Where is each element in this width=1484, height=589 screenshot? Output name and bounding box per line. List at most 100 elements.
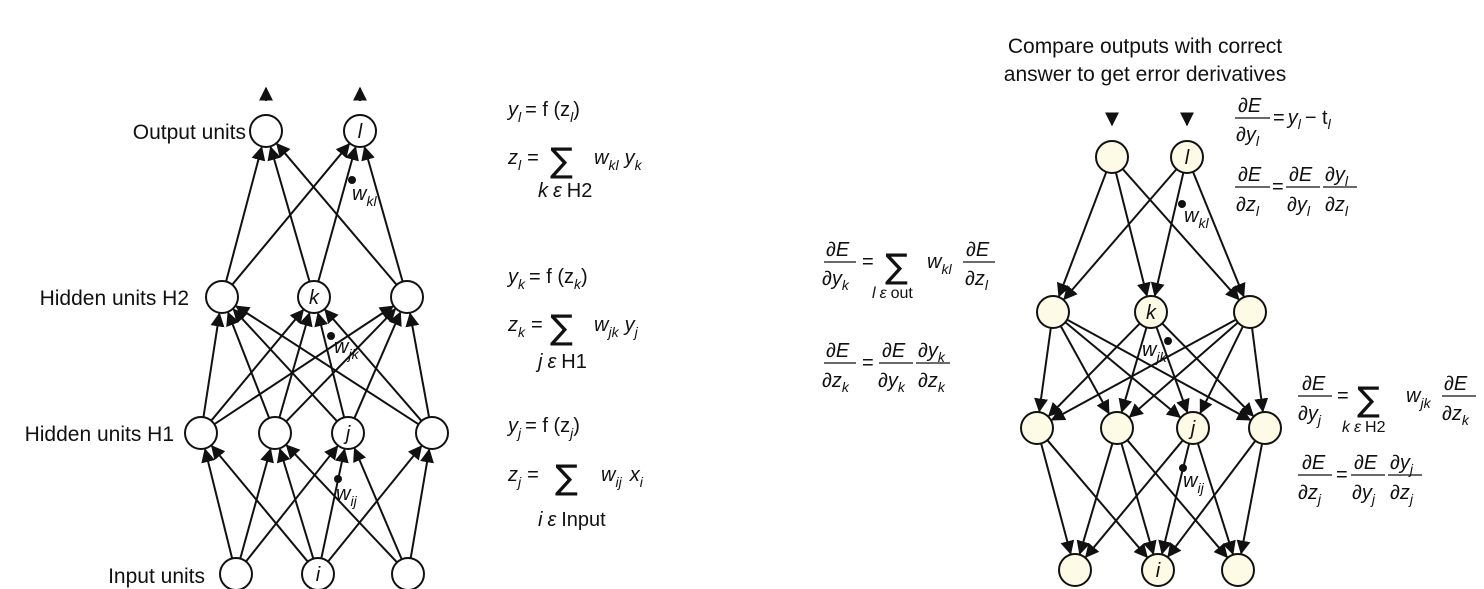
- svg-text:zj=: zj =: [507, 464, 539, 490]
- edge-output-to-h2: [1192, 171, 1246, 298]
- svg-text:∂yk: ∂yk: [878, 370, 906, 395]
- weight-dot-wjk: [327, 332, 335, 340]
- input-node: [391, 557, 425, 589]
- edge-input-to-h1: [285, 444, 398, 564]
- svg-text:∂zl: ∂zl: [1236, 194, 1260, 219]
- edge-h1-to-input: [1196, 442, 1236, 556]
- weight-label-wkl-right: wkl: [1184, 205, 1209, 231]
- svg-text:yk= f (zk): yk = f (zk): [506, 266, 588, 292]
- svg-text:∂yk: ∂yk: [918, 340, 946, 365]
- edge-h1-to-input: [1236, 443, 1263, 555]
- svg-text:wkl: wkl: [927, 251, 952, 277]
- edge-input-to-h1: [245, 445, 339, 563]
- equation-dE-dyl: ∂E ∂yl = yl − tl: [1235, 95, 1332, 149]
- h2-node: [1233, 295, 1267, 329]
- svg-text:l: l: [358, 121, 363, 143]
- left-nodes: l k j i: [184, 114, 449, 589]
- svg-text:wjk: wjk: [1406, 385, 1432, 411]
- svg-text:wjk: wjk: [334, 336, 360, 362]
- svg-text:∂zj: ∂zj: [1298, 482, 1322, 507]
- edge-h2-to-output: [225, 146, 266, 282]
- svg-text:∂E: ∂E: [1444, 373, 1468, 395]
- edge-input-to-h1: [239, 448, 274, 559]
- h2-node: [1036, 295, 1070, 329]
- edge-h1-to-h2: [235, 305, 420, 426]
- edge-h1-to-h2: [202, 312, 225, 418]
- edge-input-to-h1: [210, 445, 309, 563]
- equation-dE-dzl: ∂E ∂zl = ∂E ∂yl ∂yl ∂zl: [1235, 164, 1357, 219]
- svg-text:∂E: ∂E: [966, 239, 990, 261]
- h2-node: [205, 280, 239, 314]
- edge-h1-to-input: [1158, 443, 1191, 555]
- svg-text:∂zl: ∂zl: [1325, 194, 1349, 219]
- equation-dE-dzj: ∂E ∂zj = ∂E ∂yj ∂yj ∂zj: [1298, 452, 1422, 507]
- svg-text:wij: wij: [336, 483, 358, 509]
- h1-node: [415, 416, 449, 450]
- output-node: l: [343, 114, 377, 148]
- svg-text:∂yj: ∂yj: [1390, 452, 1414, 477]
- h1-node: [184, 416, 218, 450]
- edge-h1-to-h2: [226, 311, 271, 419]
- compare-caption-line2: answer to get error derivatives: [1004, 63, 1286, 86]
- svg-text:wkl: wkl: [352, 183, 377, 209]
- svg-text:∂E: ∂E: [826, 239, 850, 261]
- equation-dE-dyk: ∂E ∂yk = ∑ wkl ∂E ∂zl l ε out: [822, 239, 995, 302]
- weight-label-wij-left: wij: [336, 483, 358, 509]
- edge-output-to-h2: [1056, 171, 1108, 298]
- svg-text:∂E: ∂E: [1289, 164, 1313, 186]
- svg-text:∂E: ∂E: [1302, 373, 1326, 395]
- svg-text:yl= f (zl): yl = f (zl): [506, 99, 580, 125]
- weight-dot-wkl: [1178, 200, 1186, 208]
- svg-text:=: =: [862, 352, 874, 374]
- edge-input-to-h1: [276, 447, 315, 559]
- svg-text:∑: ∑: [555, 458, 578, 498]
- svg-text:∂zk: ∂zk: [822, 370, 850, 395]
- svg-text:∂zj: ∂zj: [1390, 482, 1414, 507]
- edge-input-to-h1: [201, 448, 234, 559]
- hidden-units-h2-label: Hidden units H2: [40, 287, 189, 310]
- svg-text:∂E: ∂E: [1354, 452, 1378, 474]
- edge-h2-to-h1: [1050, 318, 1237, 421]
- edge-h2-to-output: [361, 146, 404, 282]
- edge-h1-to-input: [1167, 440, 1257, 558]
- svg-text:=: =: [1272, 176, 1284, 198]
- svg-text:∂yl: ∂yl: [1325, 164, 1349, 189]
- weight-label-wjk-left: wjk: [334, 336, 360, 362]
- edge-h1-to-h2: [314, 312, 346, 418]
- edge-h1-to-input: [1084, 439, 1184, 559]
- input-node: [1058, 553, 1092, 587]
- input-node: i: [301, 557, 335, 589]
- edge-h2-to-output: [267, 145, 311, 282]
- input-node: [1221, 553, 1255, 587]
- edge-h1-to-input: [1040, 443, 1075, 555]
- svg-text:zk=: zk =: [507, 314, 543, 340]
- svg-text:j: j: [343, 423, 351, 445]
- edge-h2-to-h1: [1034, 327, 1052, 413]
- weight-dot-wij: [1179, 464, 1187, 472]
- weight-dot-wij: [334, 475, 342, 483]
- svg-text:∂E: ∂E: [1302, 452, 1326, 474]
- svg-text:∂yj: ∂yj: [1298, 403, 1322, 428]
- edge-output-to-h2: [1121, 168, 1240, 301]
- edge-input-to-h1: [409, 448, 434, 559]
- svg-text:k: k: [1146, 302, 1157, 324]
- svg-text:wjk: wjk: [1142, 339, 1168, 365]
- h1-node: j: [331, 416, 365, 450]
- edge-output-to-h2: [1114, 172, 1151, 297]
- right-nodes: l k j i: [1020, 140, 1282, 587]
- input-node: [219, 557, 253, 589]
- edge-h1-to-h2: [210, 308, 305, 422]
- equation-h2-forward: yk = f (zk) zk = ∑ wjk yj j ε H1: [506, 266, 639, 373]
- svg-text:∂yj: ∂yj: [1352, 482, 1376, 507]
- compare-caption-line1: Compare outputs with correct: [1008, 35, 1282, 58]
- edge-h1-to-h2: [353, 311, 402, 419]
- edge-h1-to-input: [1046, 439, 1148, 559]
- h1-node: j: [1176, 411, 1210, 445]
- edge-h2-to-h1: [1161, 322, 1255, 417]
- h2-node: k: [297, 280, 331, 314]
